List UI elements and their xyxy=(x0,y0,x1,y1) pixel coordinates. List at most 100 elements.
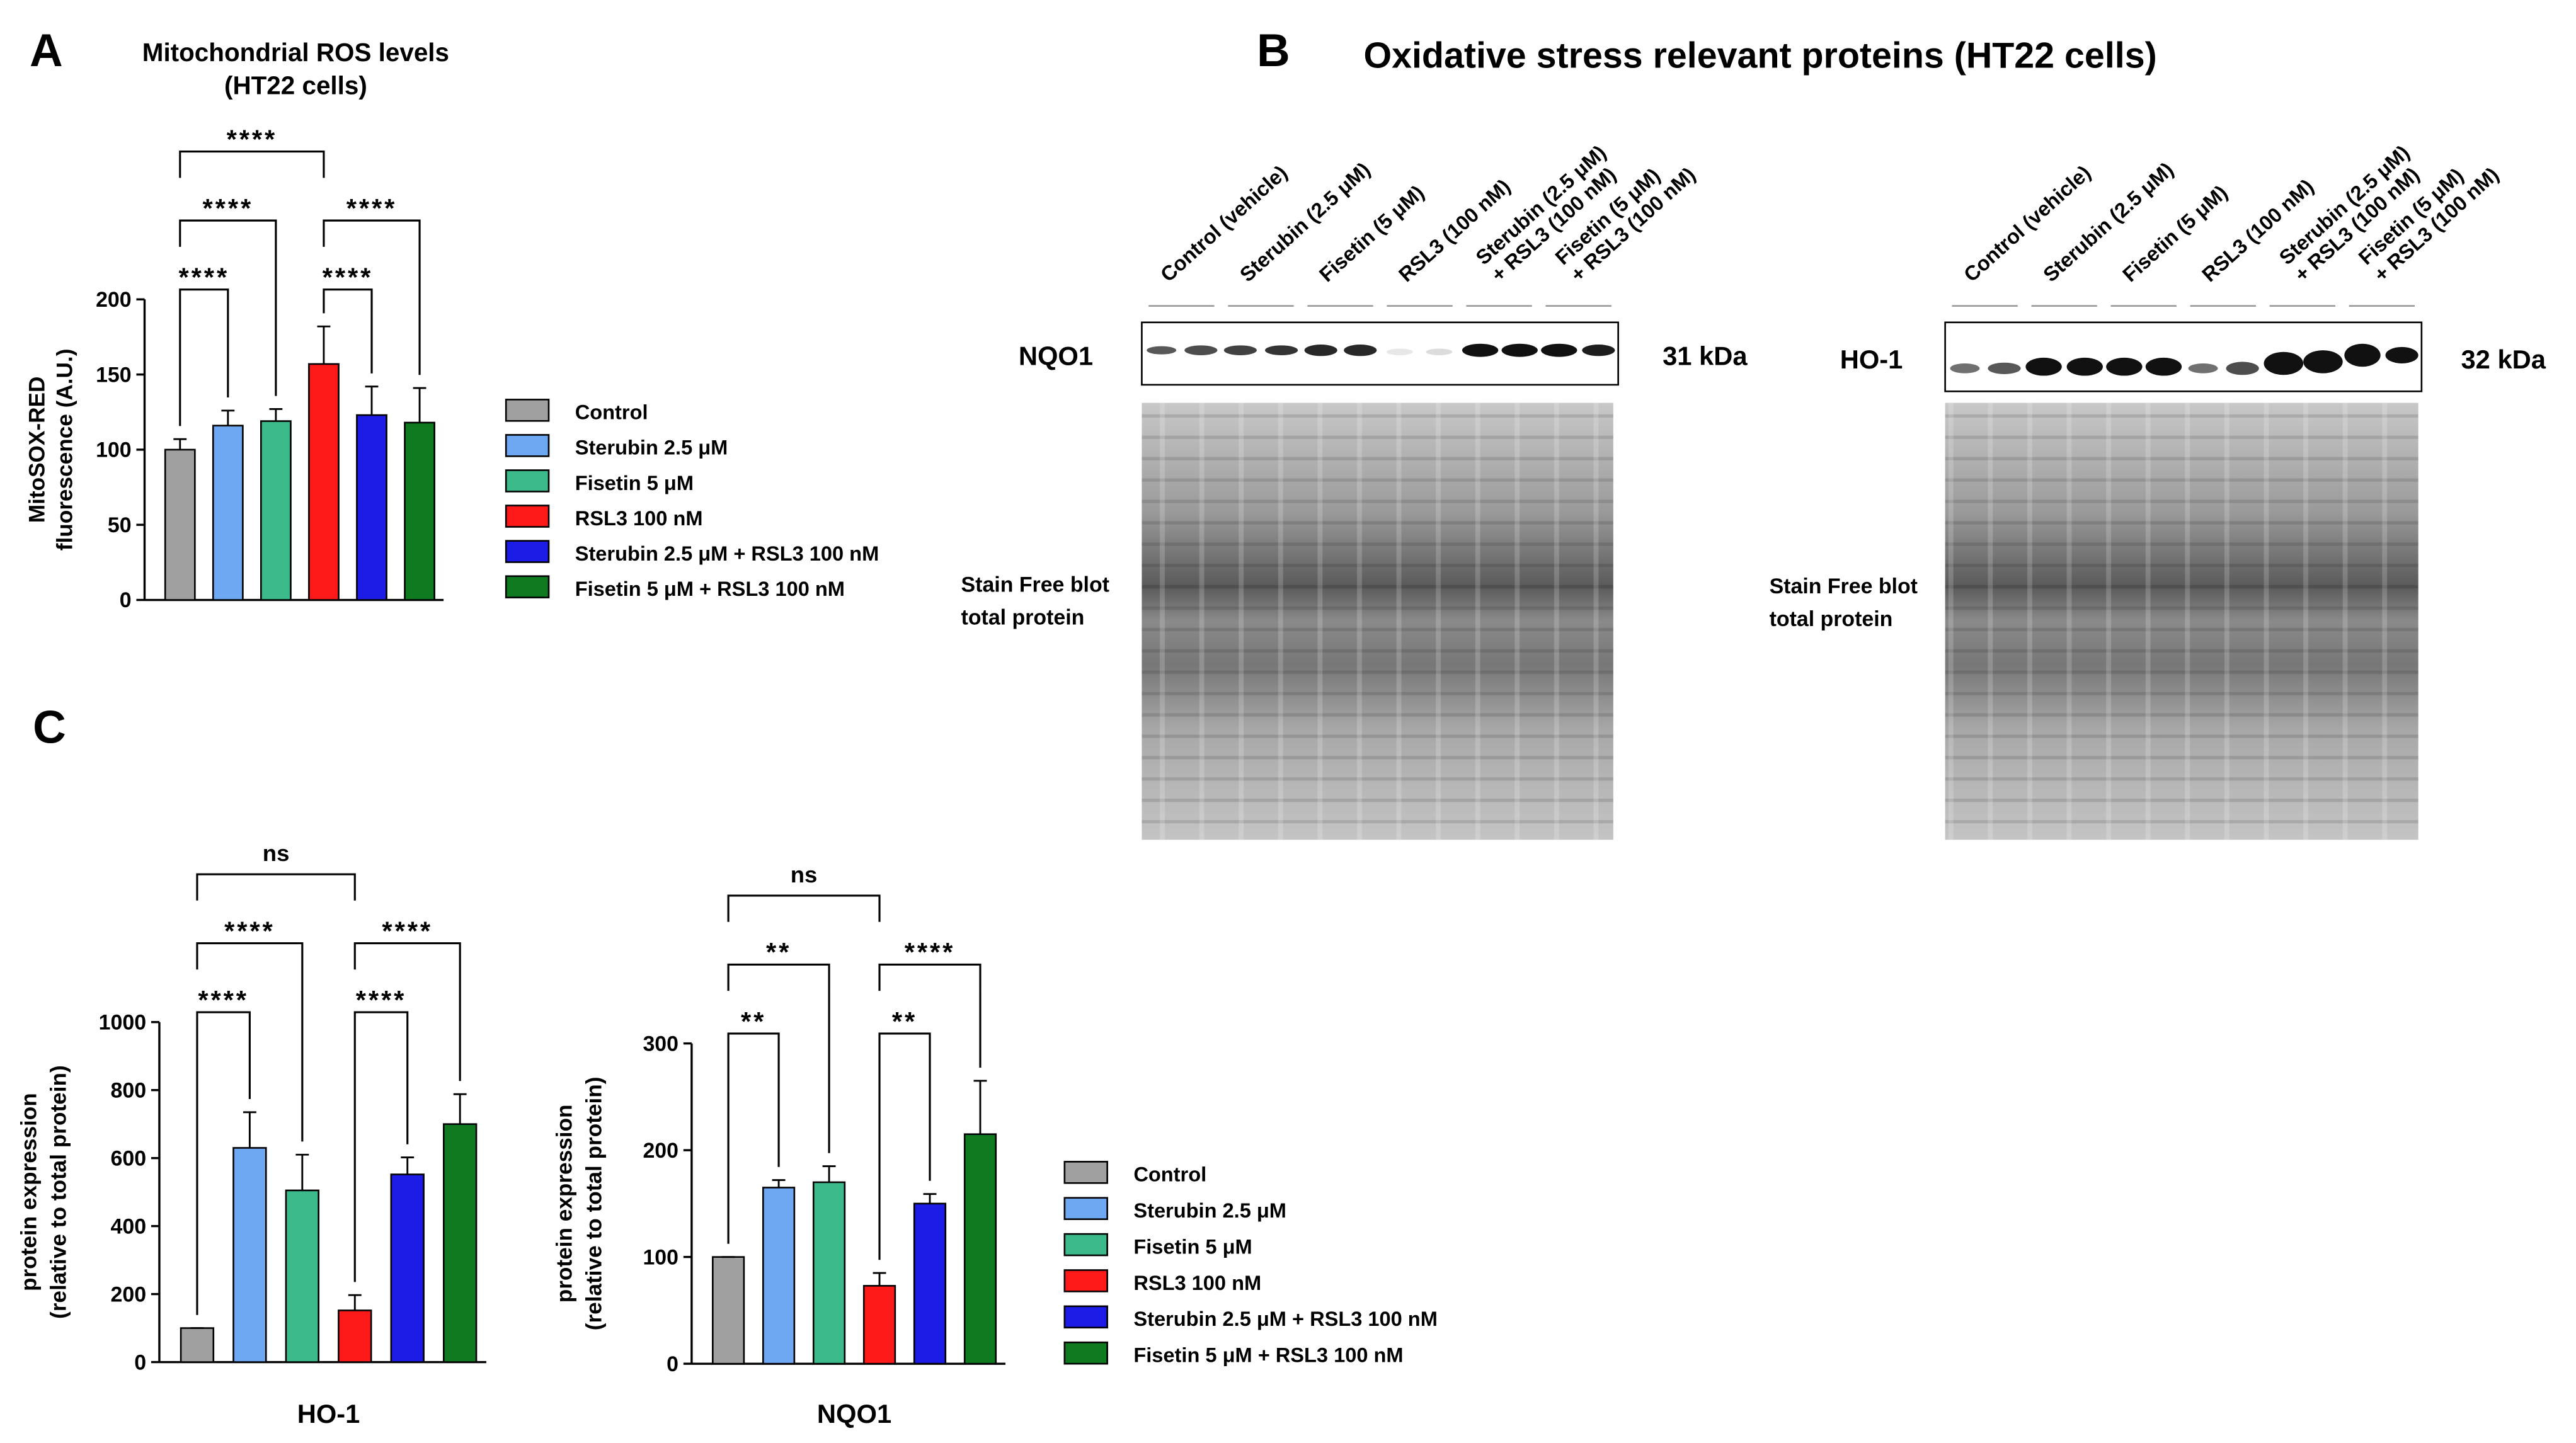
legend-swatch xyxy=(1063,1341,1108,1365)
panel-label: C xyxy=(33,702,66,753)
legend-swatch xyxy=(505,575,550,598)
significance-label: ** xyxy=(741,1007,766,1036)
y-tick-label: 0 xyxy=(134,1350,146,1374)
bar xyxy=(180,1327,215,1363)
error-bar xyxy=(348,1294,362,1311)
y-axis-label: (relative to total protein) xyxy=(581,1077,606,1331)
significance-bracket xyxy=(323,219,421,375)
y-axis-label: protein expression xyxy=(552,1104,577,1303)
size-label: 32 kDa xyxy=(2461,345,2546,374)
y-tick-label: 300 xyxy=(643,1032,678,1056)
error-bar xyxy=(243,1111,256,1148)
legend-swatch xyxy=(505,540,550,563)
bar xyxy=(963,1133,997,1365)
legend-swatch xyxy=(505,434,550,457)
y-axis-label: protein expression xyxy=(16,1093,41,1291)
error-bar xyxy=(413,387,426,423)
bar xyxy=(212,425,244,601)
bar xyxy=(443,1123,478,1363)
significance-bracket xyxy=(353,1011,409,1282)
legend-label: Sterubin 2.5 μM xyxy=(575,436,728,459)
legend-swatch xyxy=(1063,1161,1108,1184)
legend-label: RSL3 100 nM xyxy=(1133,1271,1261,1294)
legend-label: RSL3 100 nM xyxy=(575,506,703,530)
bar xyxy=(862,1285,896,1365)
stain-label: Stain Free blot xyxy=(1770,574,1918,598)
legend-label: Sterubin 2.5 μM xyxy=(1133,1199,1286,1222)
significance-label: **** xyxy=(198,985,249,1015)
protein-label: HO-1 xyxy=(1840,345,1903,374)
panel-label: B xyxy=(1257,25,1290,76)
error-bar xyxy=(453,1093,467,1124)
bar xyxy=(712,1256,745,1365)
legend-swatch xyxy=(505,469,550,493)
significance-label: **** xyxy=(179,262,230,292)
legend-label: Fisetin 5 μM + RSL3 100 nM xyxy=(575,577,845,600)
legend-label: Sterubin 2.5 μM + RSL3 100 nM xyxy=(1133,1307,1437,1330)
error-bar xyxy=(295,1153,309,1190)
legend-swatch xyxy=(1063,1197,1108,1220)
stain-label: total protein xyxy=(1770,607,1893,631)
chart-title: Mitochondrial ROS levels xyxy=(142,38,449,67)
significance-label: ns xyxy=(791,862,818,887)
y-tick-label: 400 xyxy=(111,1214,147,1238)
blot-image xyxy=(1141,321,1619,840)
stain-label: Stain Free blot xyxy=(961,573,1109,596)
significance-label: **** xyxy=(224,916,275,945)
significance-bracket xyxy=(323,288,373,374)
significance-bracket xyxy=(179,219,277,396)
panel-label: A xyxy=(30,25,63,76)
legend-swatch xyxy=(505,399,550,422)
protein-label: NQO1 xyxy=(1019,341,1093,371)
legend-swatch xyxy=(505,505,550,528)
significance-label: **** xyxy=(905,937,956,967)
error-bar xyxy=(873,1272,886,1286)
bar xyxy=(338,1309,372,1363)
bar xyxy=(232,1147,267,1363)
significance-bracket xyxy=(196,1011,251,1315)
error-bar xyxy=(365,385,379,416)
significance-bracket xyxy=(179,151,325,178)
legend-label: Fisetin 5 μM xyxy=(1133,1235,1252,1258)
y-tick-label: 1000 xyxy=(99,1010,146,1034)
error-bar xyxy=(401,1156,415,1175)
legend-label: Control xyxy=(1133,1163,1206,1186)
bar xyxy=(308,363,340,601)
significance-label: **** xyxy=(346,193,398,223)
significance-bracket xyxy=(878,1032,931,1260)
significance-label: **** xyxy=(323,262,374,292)
chart-title: (HT22 cells) xyxy=(224,71,367,100)
y-tick-label: 800 xyxy=(111,1078,147,1102)
significance-bracket xyxy=(196,873,356,901)
y-tick-label: 50 xyxy=(108,513,132,537)
bar xyxy=(404,421,435,601)
legend-swatch xyxy=(1063,1305,1108,1329)
error-bar xyxy=(269,408,283,421)
stain-label: total protein xyxy=(961,606,1085,630)
bar xyxy=(356,414,387,601)
error-bar xyxy=(923,1193,937,1204)
significance-bracket xyxy=(878,963,982,1068)
bar xyxy=(390,1173,425,1363)
significance-bracket xyxy=(727,963,830,1153)
y-tick-label: 200 xyxy=(96,288,132,312)
y-tick-label: 600 xyxy=(111,1146,147,1170)
significance-label: **** xyxy=(203,193,254,223)
significance-label: **** xyxy=(356,985,407,1015)
significance-label: **** xyxy=(382,916,433,945)
bar xyxy=(285,1189,320,1363)
figure-title: Oxidative stress relevant proteins (HT22… xyxy=(1363,36,2156,76)
y-tick-label: 0 xyxy=(120,588,132,612)
bar xyxy=(913,1202,947,1365)
y-tick-label: 0 xyxy=(667,1352,678,1376)
bar xyxy=(164,448,196,601)
bar xyxy=(762,1187,796,1365)
legend-label: Control xyxy=(575,401,648,424)
size-label: 31 kDa xyxy=(1663,341,1748,371)
error-bar xyxy=(173,438,187,450)
significance-label: **** xyxy=(227,124,278,154)
legend-swatch xyxy=(1063,1233,1108,1257)
y-tick-label: 100 xyxy=(643,1245,678,1269)
significance-bracket xyxy=(196,942,304,1142)
